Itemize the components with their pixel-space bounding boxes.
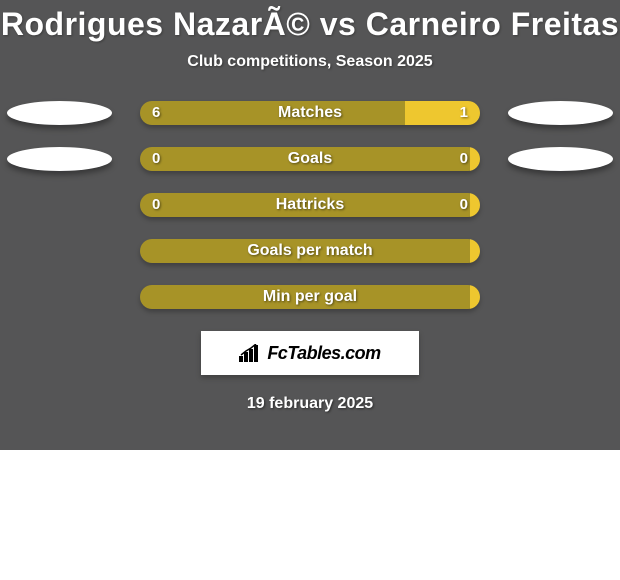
stat-bar: Goals per match (140, 239, 480, 263)
card-subtitle: Club competitions, Season 2025 (0, 53, 620, 71)
stat-row: Goals0 0 (0, 147, 620, 171)
brand-chart-icon (239, 344, 261, 362)
card-date: 19 february 2025 (0, 395, 620, 413)
stat-value-left: 0 (152, 193, 160, 217)
stat-label: Hattricks (140, 193, 480, 217)
stat-value-right: 1 (460, 101, 468, 125)
stat-bar: Matches6 1 (140, 101, 480, 125)
stat-row: Goals per match (0, 239, 620, 263)
stat-value-right: 0 (460, 147, 468, 171)
stat-label: Goals (140, 147, 480, 171)
card-title: Rodrigues NazarÃ© vs Carneiro Freitas (0, 0, 620, 43)
stat-rows: Matches61Goals00Hattricks00Goals per mat… (0, 101, 620, 309)
player-marker-left (7, 147, 112, 171)
stat-bar: Hattricks0 0 (140, 193, 480, 217)
stat-value-left: 0 (152, 147, 160, 171)
stat-label: Min per goal (140, 285, 480, 309)
player-marker-left (7, 101, 112, 125)
comparison-card: Rodrigues NazarÃ© vs Carneiro Freitas Cl… (0, 0, 620, 450)
stat-bar: Goals0 0 (140, 147, 480, 171)
stat-label: Goals per match (140, 239, 480, 263)
player-marker-right (508, 101, 613, 125)
player-marker-right (508, 147, 613, 171)
stat-label: Matches (140, 101, 480, 125)
stat-value-left: 6 (152, 101, 160, 125)
stat-row: Matches6 1 (0, 101, 620, 125)
stat-row: Hattricks0 0 (0, 193, 620, 217)
brand-badge: FcTables.com (201, 331, 419, 375)
brand-text: FcTables.com (267, 343, 380, 364)
stat-row: Min per goal (0, 285, 620, 309)
stat-bar: Min per goal (140, 285, 480, 309)
stat-value-right: 0 (460, 193, 468, 217)
